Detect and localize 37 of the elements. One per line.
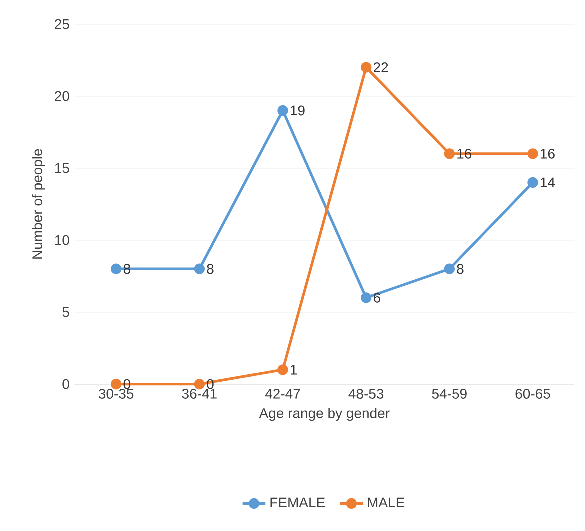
point bbox=[361, 292, 372, 304]
data-label: 22 bbox=[374, 62, 388, 72]
data-label: 16 bbox=[541, 148, 555, 159]
data-label: 1 bbox=[291, 365, 298, 375]
data-label: 6 bbox=[374, 292, 380, 303]
y-tick-label: 15 bbox=[55, 163, 70, 174]
point bbox=[111, 378, 122, 390]
data-label: 14 bbox=[541, 178, 556, 188]
point bbox=[278, 364, 288, 376]
x-tick-label: 36-41 bbox=[182, 389, 217, 399]
point bbox=[194, 264, 206, 274]
y-axis-title: Number of people bbox=[32, 149, 46, 259]
y-tick-label: 0 bbox=[62, 379, 70, 390]
point bbox=[528, 148, 538, 160]
point bbox=[111, 264, 122, 274]
x-tick-label: 54-59 bbox=[432, 389, 467, 399]
point bbox=[361, 62, 372, 73]
x-tick-label: 42-47 bbox=[265, 389, 300, 399]
x-axis-title: Age range by gender bbox=[259, 408, 390, 422]
x-tick-label: 60-65 bbox=[516, 389, 550, 399]
y-tick-label: 20 bbox=[55, 91, 70, 102]
legend-label: FEMALE bbox=[270, 498, 325, 508]
point bbox=[444, 148, 456, 160]
x-tick-label: 30-35 bbox=[98, 389, 134, 399]
y-tick-label: 25 bbox=[55, 19, 70, 30]
data-label: 8 bbox=[457, 264, 464, 274]
x-tick-label: 48-53 bbox=[348, 389, 384, 399]
data-label: 16 bbox=[458, 148, 472, 159]
point bbox=[194, 378, 206, 390]
y-tick-label: 10 bbox=[55, 235, 70, 246]
data-label: 19 bbox=[291, 106, 305, 116]
data-label: 8 bbox=[207, 264, 214, 274]
y-tick-label: 5 bbox=[62, 307, 70, 318]
point bbox=[278, 105, 288, 116]
legend-label: MALE bbox=[368, 498, 405, 508]
point bbox=[444, 264, 456, 274]
point bbox=[528, 177, 538, 188]
